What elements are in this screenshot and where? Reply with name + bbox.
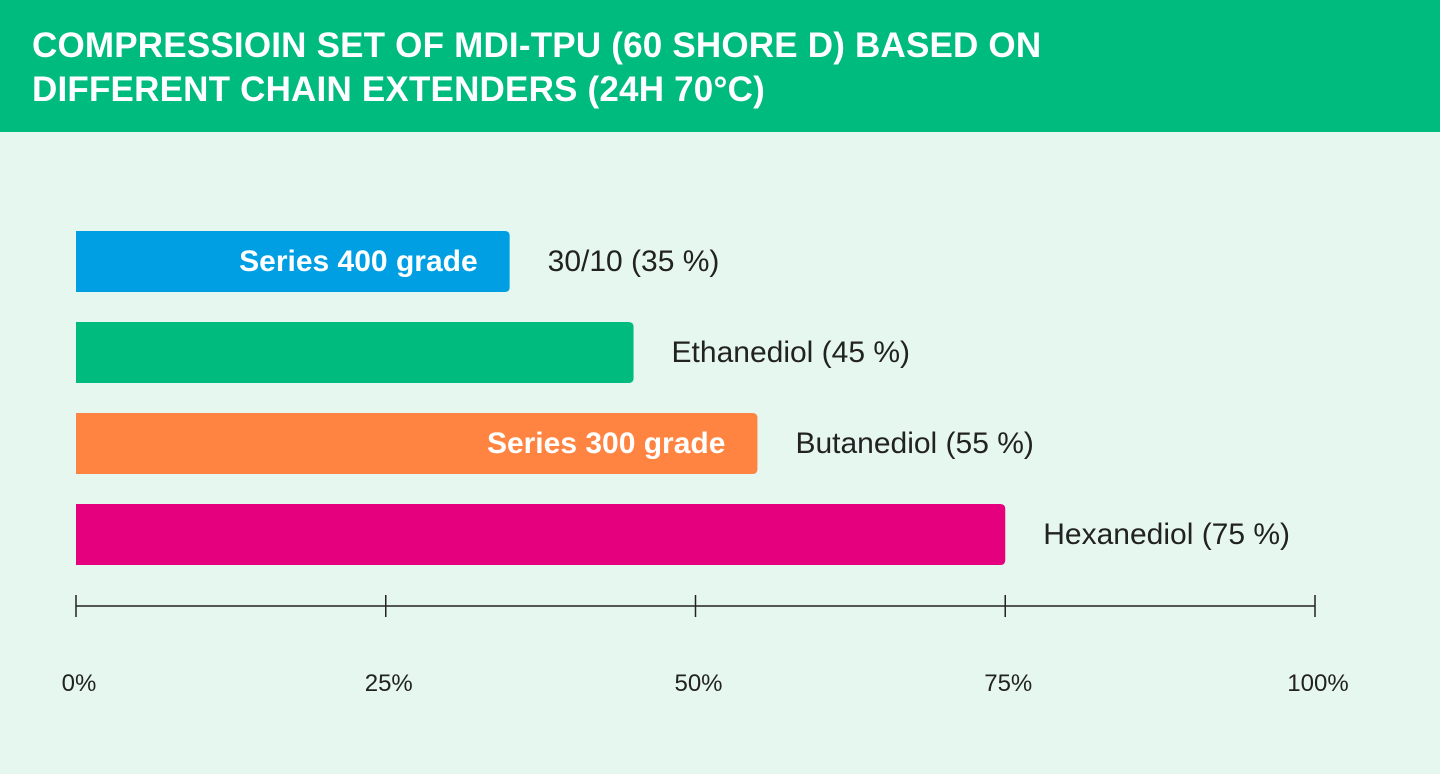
compression-set-bar-chart: Series 400 grade 30/10 (35 %) Ethanediol (…	[62, 231, 1349, 697]
x-tick-label-50: 50%	[674, 670, 722, 697]
chart-area: Series 400 grade 30/10 (35 %) Ethanediol (…	[0, 132, 1440, 769]
data-label-30-10: 30/10 (35 %)	[548, 245, 720, 278]
bar-inner-label-butanediol: Series 300 grade	[487, 427, 726, 460]
data-label-butanediol: Butanediol (55 %)	[795, 427, 1033, 460]
x-tick-label-0: 0%	[62, 670, 97, 697]
bar-butanediol	[76, 413, 758, 474]
data-label-ethanediol: Ethanediol (45 %)	[672, 336, 910, 369]
x-tick-label-75: 75%	[984, 670, 1032, 697]
bar-inner-label-30-10: Series 400 grade	[239, 245, 478, 278]
bar-30-10	[76, 231, 510, 292]
x-tick-label-100: 100%	[1287, 670, 1348, 697]
chart-header: COMPRESSIOIN SET OF MDI-TPU (60 SHORE D)…	[0, 0, 1440, 132]
chart-title-line-1: COMPRESSIOIN SET OF MDI-TPU (60 SHORE D)…	[32, 26, 1042, 65]
x-tick-label-25: 25%	[365, 670, 413, 697]
bar-ethanediol	[76, 322, 634, 383]
chart-title-line-2: DIFFERENT CHAIN EXTENDERS (24H 70°C)	[32, 70, 765, 109]
bars-layer: Series 400 grade 30/10 (35 %) Ethanediol (…	[76, 231, 1290, 565]
bar-hexanediol	[76, 504, 1006, 565]
data-label-hexanediol: Hexanediol (75 %)	[1043, 518, 1290, 551]
x-axis: 0% 25% 50% 75% 100%	[62, 595, 1349, 697]
chart-title: COMPRESSIOIN SET OF MDI-TPU (60 SHORE D)…	[32, 24, 1232, 112]
